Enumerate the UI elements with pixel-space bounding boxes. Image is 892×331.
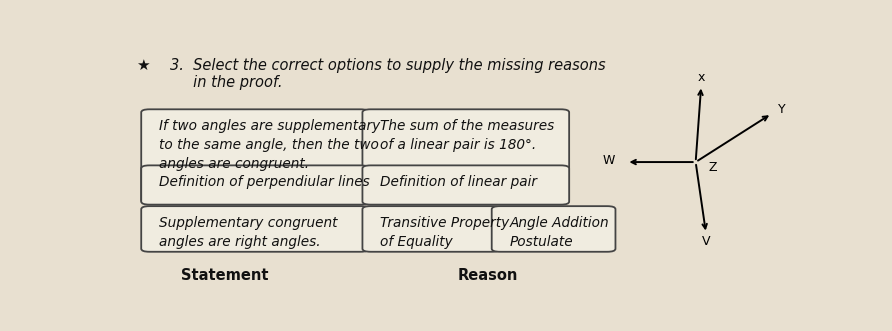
Text: x: x <box>698 71 705 84</box>
Text: The sum of the measures
of a linear pair is 180°.: The sum of the measures of a linear pair… <box>380 119 555 152</box>
FancyBboxPatch shape <box>362 206 500 252</box>
Text: W: W <box>603 154 615 167</box>
Text: If two angles are supplementary
to the same angle, then the two
angles are congr: If two angles are supplementary to the s… <box>159 119 381 170</box>
FancyBboxPatch shape <box>141 206 368 252</box>
Text: Y: Y <box>778 103 786 116</box>
Text: Z: Z <box>708 161 717 174</box>
Text: Angle Addition
Postulate: Angle Addition Postulate <box>509 215 609 249</box>
Text: ★: ★ <box>136 58 149 72</box>
Text: Statement: Statement <box>180 268 268 283</box>
Text: Definition of perpendiular lines: Definition of perpendiular lines <box>159 175 370 189</box>
FancyBboxPatch shape <box>362 109 569 203</box>
Text: 3.  Select the correct options to supply the missing reasons
     in the proof.: 3. Select the correct options to supply … <box>170 58 606 90</box>
Text: Reason: Reason <box>458 268 517 283</box>
Text: V: V <box>702 235 710 248</box>
FancyBboxPatch shape <box>362 166 569 205</box>
FancyBboxPatch shape <box>491 206 615 252</box>
FancyBboxPatch shape <box>141 166 368 205</box>
FancyBboxPatch shape <box>141 109 368 203</box>
Text: Supplementary congruent
angles are right angles.: Supplementary congruent angles are right… <box>159 215 338 249</box>
Text: Transitive Property
of Equality: Transitive Property of Equality <box>380 215 509 249</box>
Text: Definition of linear pair: Definition of linear pair <box>380 175 537 189</box>
